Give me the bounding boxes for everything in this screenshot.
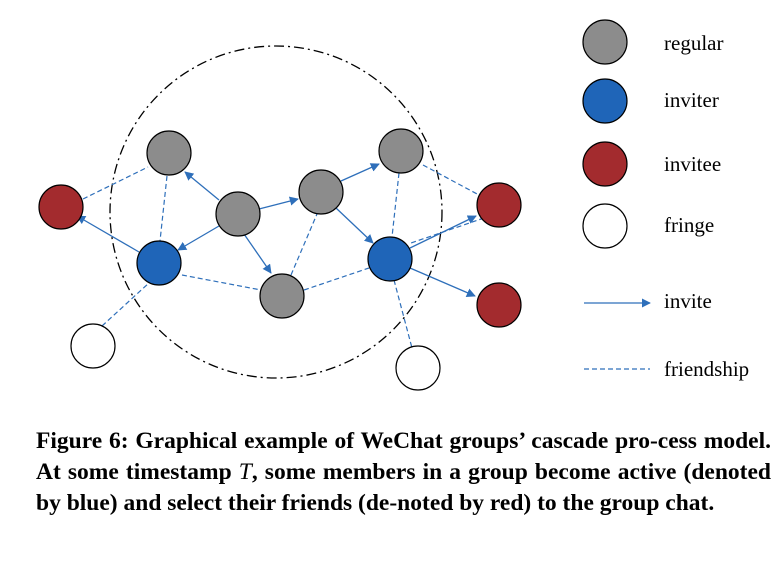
group-boundary: [109, 45, 443, 379]
friendship-edge: [303, 267, 370, 291]
invite-edge: [177, 225, 220, 251]
legend-invitee-label: invitee: [664, 152, 721, 176]
legend-fringe-swatch: [582, 203, 628, 249]
legend-regular-swatch: [582, 19, 628, 65]
legend-invite-label: invite: [664, 289, 712, 313]
friendship-edge: [101, 281, 151, 327]
legend-inviter-swatch: [582, 78, 628, 124]
invite-edge: [258, 196, 299, 210]
cascade-diagram: regular inviter invitee fringe invite fr…: [38, 19, 749, 391]
figure-caption: Figure 6: Graphical example of WeChat gr…: [36, 426, 771, 519]
regular-node: [259, 273, 305, 319]
friendship-edge: [290, 213, 318, 276]
friendship-edge: [393, 279, 413, 349]
legend-invitee-swatch: [582, 141, 628, 187]
friendship-edge: [82, 166, 149, 200]
fringe-node: [395, 345, 441, 391]
caption-rest: , some members in a group become active …: [36, 459, 771, 516]
legend-regular-label: regular: [664, 31, 723, 55]
invite-edge: [409, 267, 476, 297]
legend: regular inviter invitee fringe invite fr…: [582, 19, 749, 381]
friendship-edge: [181, 274, 262, 291]
regular-node: [215, 191, 261, 237]
legend-fringe-label: fringe: [664, 213, 714, 237]
caption-lead: Figure 6: Graphical example of WeChat gr…: [36, 428, 771, 485]
invite-edge: [335, 207, 374, 244]
fringe-node: [70, 323, 116, 369]
legend-friendship-label: friendship: [664, 357, 749, 381]
inviter-node: [367, 236, 413, 282]
legend-inviter-label: inviter: [664, 88, 719, 112]
regular-node: [378, 128, 424, 174]
invite-edge: [340, 163, 380, 182]
invitee-node: [476, 182, 522, 228]
invite-edge: [76, 215, 140, 253]
caption-variable: T: [238, 459, 252, 485]
invite-edges: [76, 163, 477, 297]
invitee-node: [476, 282, 522, 328]
regular-node: [146, 130, 192, 176]
friendship-edge: [422, 164, 480, 196]
friendship-edge: [391, 172, 400, 238]
friendship-edge: [159, 175, 168, 242]
inviter-node: [136, 240, 182, 286]
regular-node: [298, 169, 344, 215]
invite-edge: [409, 215, 477, 249]
invite-edge: [243, 233, 272, 274]
invite-edge: [184, 171, 220, 201]
invitee-node: [38, 184, 84, 230]
